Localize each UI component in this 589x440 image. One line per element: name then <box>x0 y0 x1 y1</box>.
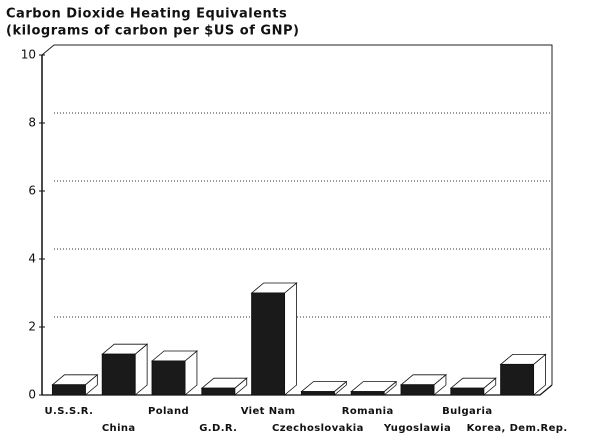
chart-subtitle: (kilograms of carbon per $US of GNP) <box>6 24 299 39</box>
x-tick-label: Viet Nam <box>241 406 296 417</box>
back-wall <box>41 44 553 385</box>
bar <box>400 384 435 396</box>
x-tick-label: U.S.S.R. <box>44 406 93 417</box>
x-tick-label: Czechoslovakia <box>272 423 364 434</box>
y-tick-label: 6 <box>28 184 36 198</box>
bar <box>101 353 136 396</box>
x-tick-label: G.D.R. <box>199 423 237 434</box>
y-tick-label: 10 <box>21 48 36 62</box>
x-tick-label: Yugoslawia <box>383 423 451 434</box>
bar <box>151 360 186 396</box>
bar <box>350 391 385 396</box>
x-tick-label: Korea, Dem.Rep. <box>467 423 568 434</box>
bar <box>51 384 86 396</box>
bar <box>300 391 335 396</box>
y-tick-label: 4 <box>28 252 36 266</box>
x-tick-label: Bulgaria <box>442 406 492 417</box>
bar <box>251 292 286 396</box>
y-tick-label: 2 <box>28 320 36 334</box>
x-tick-label: Poland <box>148 406 189 417</box>
chart-title: Carbon Dioxide Heating Equivalents <box>6 7 287 22</box>
y-tick-label: 8 <box>28 116 36 130</box>
bar <box>500 363 535 396</box>
bar-side <box>284 282 297 396</box>
x-tick-label: China <box>102 423 136 434</box>
bar <box>201 387 236 396</box>
bar <box>450 387 485 396</box>
x-tick-label: Romania <box>342 406 394 417</box>
y-tick-label: 0 <box>28 388 36 402</box>
